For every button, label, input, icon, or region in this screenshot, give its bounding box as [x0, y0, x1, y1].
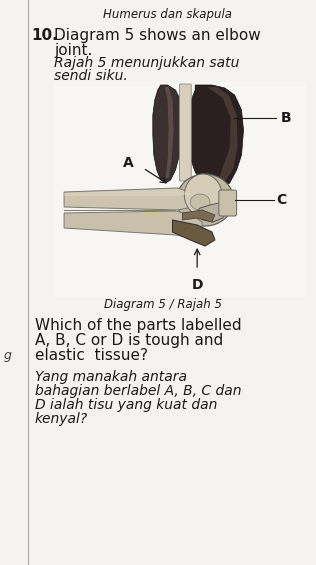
- Polygon shape: [165, 87, 173, 178]
- Polygon shape: [153, 85, 182, 183]
- Text: A, B, C or D is tough and: A, B, C or D is tough and: [34, 333, 223, 348]
- Text: sendi siku.: sendi siku.: [54, 69, 128, 83]
- Polygon shape: [207, 87, 238, 185]
- Text: C: C: [276, 193, 286, 207]
- Polygon shape: [182, 210, 215, 222]
- Text: Diagram 5 shows an elbow: Diagram 5 shows an elbow: [54, 28, 261, 43]
- Polygon shape: [173, 220, 215, 246]
- Polygon shape: [64, 211, 202, 238]
- Text: 10.: 10.: [32, 28, 58, 43]
- Bar: [54, 82, 306, 297]
- Text: D ialah tisu yang kuat dan: D ialah tisu yang kuat dan: [34, 398, 217, 412]
- Polygon shape: [188, 85, 244, 188]
- Polygon shape: [64, 188, 197, 210]
- Text: Which of the parts labelled: Which of the parts labelled: [34, 318, 241, 333]
- Text: A: A: [123, 156, 134, 170]
- Polygon shape: [64, 189, 191, 196]
- Text: B: B: [281, 111, 292, 125]
- Ellipse shape: [190, 194, 210, 210]
- Text: kenyal?: kenyal?: [34, 412, 88, 426]
- Text: joint.: joint.: [54, 43, 93, 58]
- Text: Humerus dan skapula: Humerus dan skapula: [103, 8, 232, 21]
- Polygon shape: [195, 202, 227, 222]
- FancyBboxPatch shape: [179, 84, 191, 181]
- Text: Yang manakah antara: Yang manakah antara: [34, 370, 186, 384]
- Ellipse shape: [176, 174, 234, 226]
- Text: Rajah 5 menunjukkan satu: Rajah 5 menunjukkan satu: [54, 56, 240, 70]
- FancyBboxPatch shape: [219, 190, 237, 216]
- Text: elastic  tissue?: elastic tissue?: [34, 348, 148, 363]
- Text: bahagian berlabel A, B, C dan: bahagian berlabel A, B, C dan: [34, 384, 241, 398]
- Ellipse shape: [184, 174, 222, 216]
- Text: D: D: [191, 278, 203, 292]
- Text: Diagram 5 / Rajah 5: Diagram 5 / Rajah 5: [104, 298, 222, 311]
- Text: g: g: [4, 349, 12, 362]
